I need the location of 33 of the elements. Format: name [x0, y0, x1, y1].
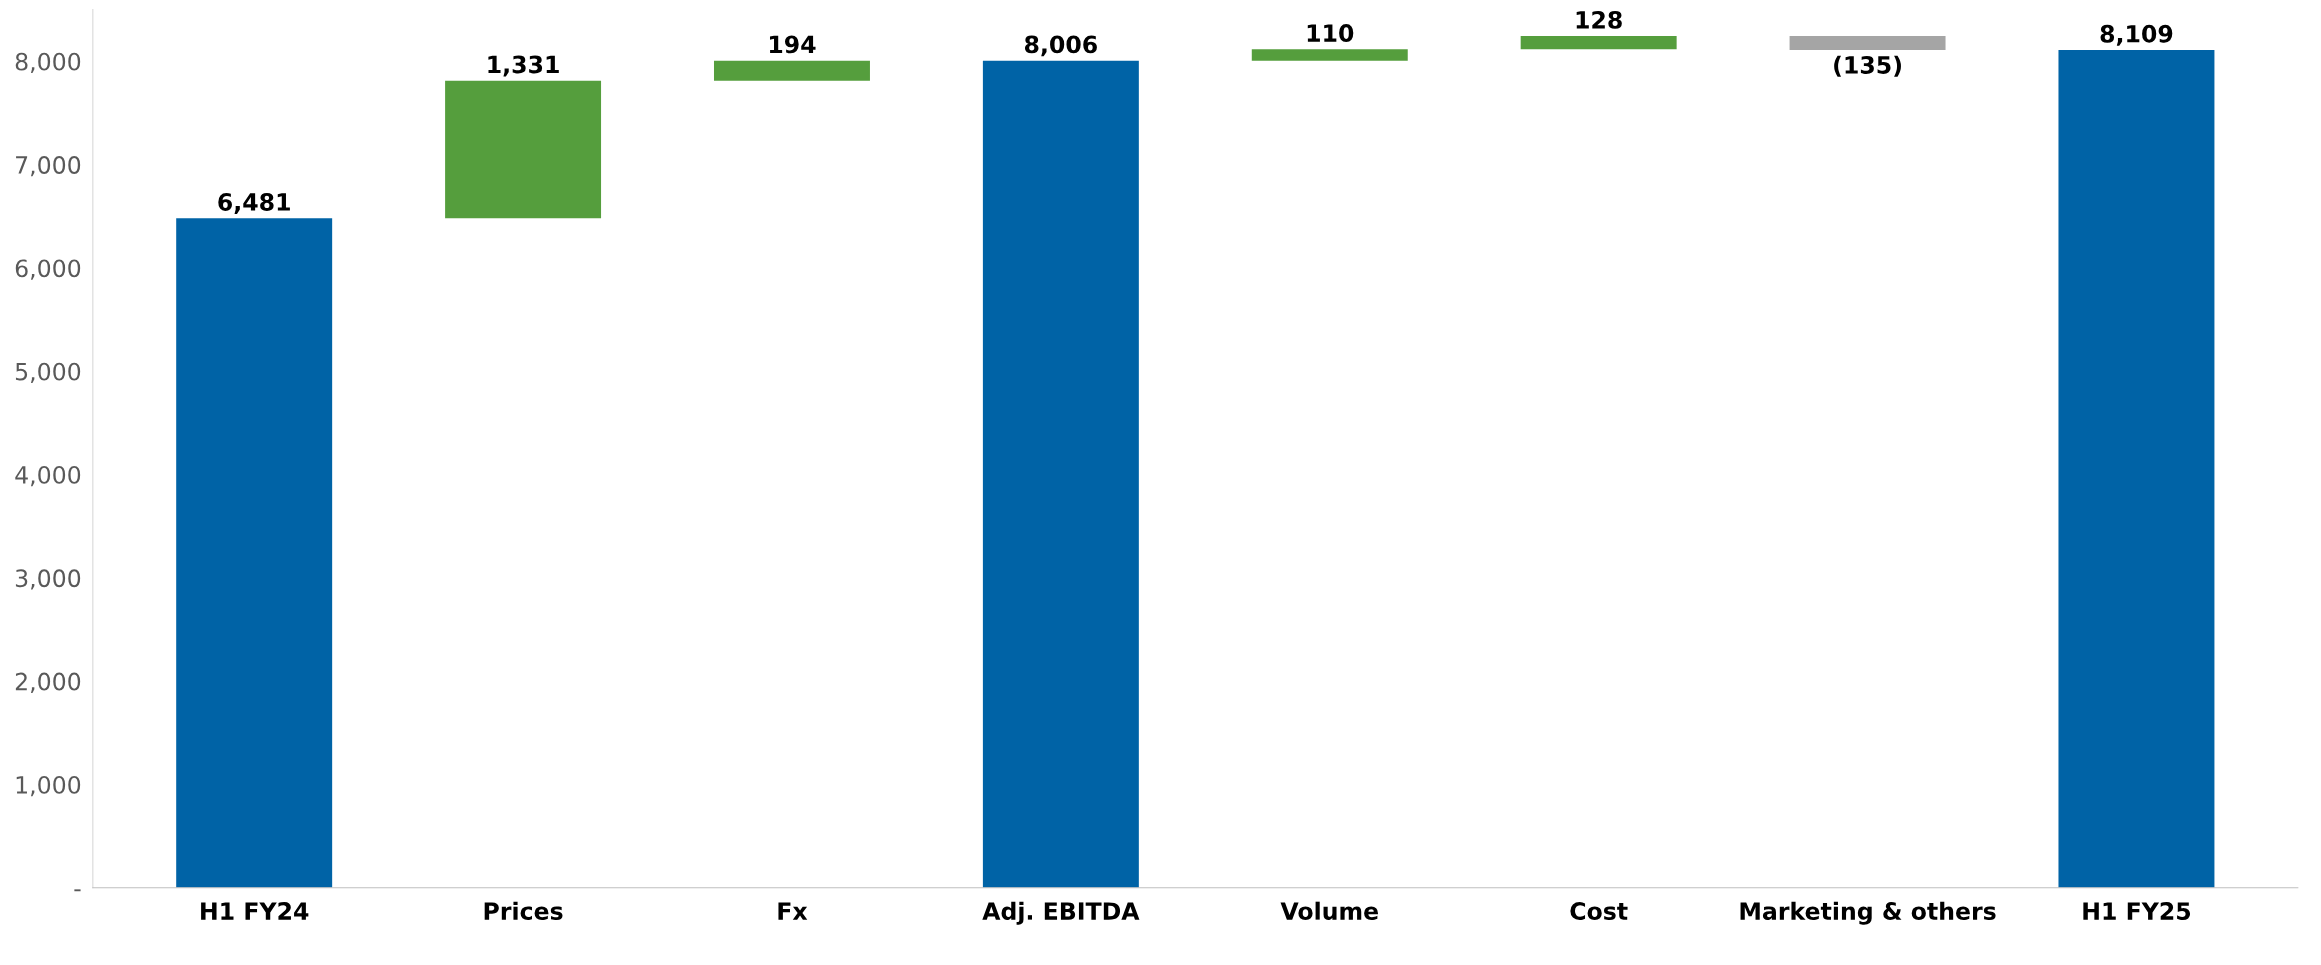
x-tick-label: Adj. EBITDA: [982, 901, 1140, 925]
x-tick-label: Prices: [484, 901, 563, 920]
data-label: 110: [1307, 24, 1354, 42]
bar: [445, 80, 602, 219]
bar: [176, 218, 333, 888]
data-label: 1,331: [488, 55, 559, 77]
data-label: 8,109: [2100, 24, 2173, 46]
x-tick-label: Marketing & others: [1740, 901, 1996, 925]
bar: [1251, 49, 1408, 61]
y-tick-label: 5,000: [15, 362, 81, 383]
data-label: 194: [769, 35, 816, 54]
y-tick-label: 4,000: [15, 466, 81, 487]
bar: [982, 60, 1139, 888]
bar: [2058, 50, 2215, 888]
bar: [1520, 36, 1677, 50]
x-tick-label: H1 FY25: [2083, 902, 2191, 920]
x-tick-label: Fx: [778, 902, 808, 920]
data-label: 128: [1576, 10, 1622, 29]
y-tick-label: 8,000: [15, 52, 81, 74]
data-label: 6,481: [218, 193, 290, 214]
data-label: (135): [1834, 55, 1901, 77]
data-label: 8,006: [1024, 35, 1097, 57]
y-tick-label: 6,000: [15, 259, 81, 280]
y-tick-label: 3,000: [15, 569, 81, 590]
y-tick-label: 7,000: [16, 156, 81, 177]
x-tick-label: Volume: [1280, 901, 1378, 920]
y-tick-label: 1,000: [16, 775, 81, 797]
bar: [713, 60, 870, 81]
x-tick-label: H1 FY24: [201, 902, 309, 920]
y-tick-label: -: [74, 889, 81, 892]
x-tick-label: Cost: [1570, 902, 1628, 920]
bar: [1789, 36, 1946, 51]
y-tick-label: 2,000: [15, 672, 81, 693]
